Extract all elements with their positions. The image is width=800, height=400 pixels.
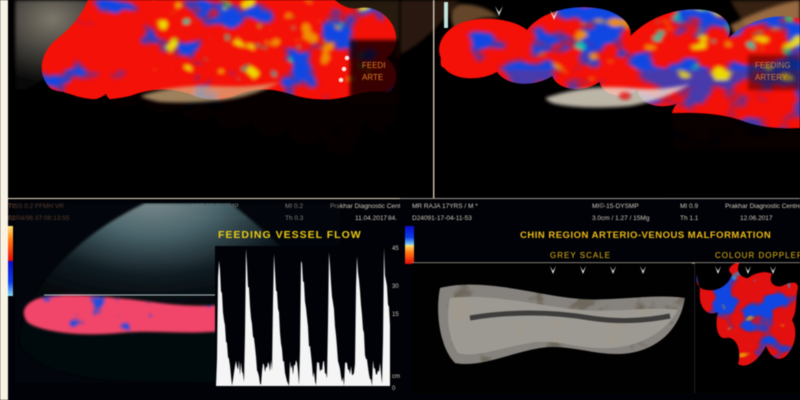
svg-text:ARTERY: ARTERY: [755, 73, 788, 82]
svg-text:12.06.2017: 12.06.2017: [740, 215, 773, 222]
svg-text:FEEDI: FEEDI: [362, 61, 386, 70]
svg-text:45: 45: [392, 246, 399, 252]
svg-text:Prakhar Diagnostic Centre: Prakhar Diagnostic Centre: [725, 203, 800, 210]
svg-text:cm/s: cm/s: [392, 374, 400, 380]
svg-text:D24091-17-04-11-53: D24091-17-04-11-53: [412, 215, 472, 222]
svg-text:FEEDING: FEEDING: [755, 61, 791, 70]
svg-text:CHIN REGION ARTERIO-VENOUS MAL: CHIN REGION ARTERIO-VENOUS MALFORMATION: [520, 230, 771, 241]
svg-text:Prakhar Diagnostic Cent: Prakhar Diagnostic Cent: [330, 203, 400, 210]
svg-text:15: 15: [392, 312, 399, 318]
svg-text:84.: 84.: [388, 215, 397, 222]
svg-text:COLOUR DOPPLER: COLOUR DOPPLER: [715, 251, 800, 260]
svg-text:30: 30: [392, 284, 399, 290]
svg-text:ARTE: ARTE: [362, 73, 383, 82]
svg-text:11.04.2017: 11.04.2017: [355, 215, 387, 222]
svg-text:FEEDING VESSEL FLOW: FEEDING VESSEL FLOW: [218, 229, 362, 241]
svg-text:MI 0.9: MI 0.9: [680, 203, 698, 210]
svg-text:MR RAJA 17YRS / M *: MR RAJA 17YRS / M *: [412, 203, 478, 210]
svg-text:GREY SCALE: GREY SCALE: [550, 251, 611, 260]
svg-text:3.0cm / 1.27 / 15Mg: 3.0cm / 1.27 / 15Mg: [592, 215, 650, 222]
svg-text:MI©-15-DYSMP: MI©-15-DYSMP: [592, 202, 639, 210]
svg-text:Th 1.1: Th 1.1: [680, 215, 699, 222]
